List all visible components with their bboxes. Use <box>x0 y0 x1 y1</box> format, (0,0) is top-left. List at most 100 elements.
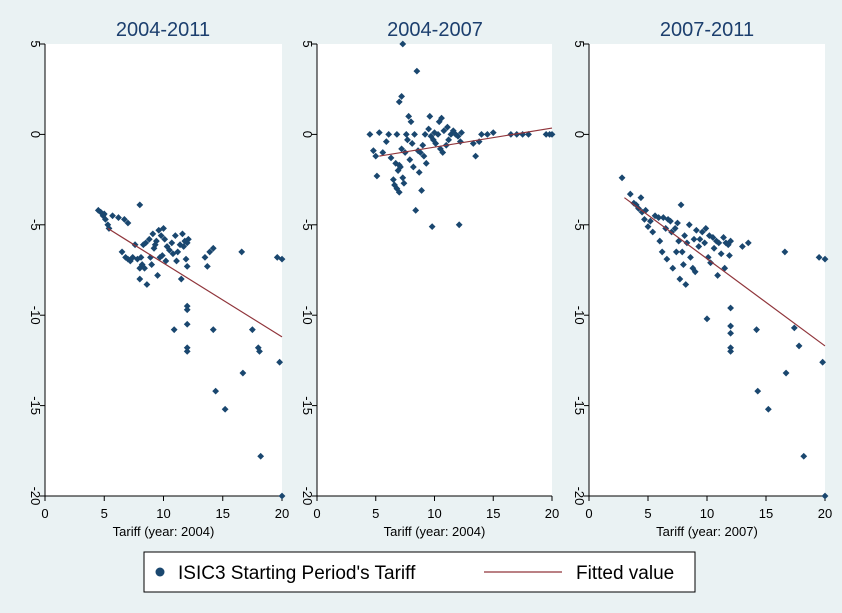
scatter-point <box>687 253 694 261</box>
fitted-line <box>379 127 553 157</box>
scatter-point <box>671 225 679 232</box>
scatter-point <box>239 369 247 377</box>
scatter-point <box>102 215 109 223</box>
scatter-point <box>400 179 408 187</box>
y-tick-label: -20 <box>28 487 43 506</box>
scatter-point <box>674 219 681 227</box>
scatter-point <box>710 244 718 252</box>
scatter-point <box>678 248 686 256</box>
y-tick-label: 0 <box>572 131 587 138</box>
scatter-point <box>698 228 706 236</box>
scatter-point <box>720 234 727 241</box>
scatter-point <box>395 98 403 106</box>
scatter-point <box>248 326 256 334</box>
scatter-point <box>136 201 144 209</box>
scatter-point <box>183 347 191 355</box>
scatter-point <box>276 358 284 366</box>
scatter-point <box>148 261 156 268</box>
y-tick-label: -20 <box>300 487 315 506</box>
scatter-point <box>97 208 105 216</box>
y-tick-label: -20 <box>572 487 587 506</box>
scatter-point <box>122 253 129 261</box>
scatter-point <box>727 347 734 355</box>
scatter-point <box>407 118 415 126</box>
scatter-point <box>118 248 126 256</box>
x-axis-label: Tariff (year: 2007) <box>656 524 758 539</box>
scatter-point <box>138 261 146 268</box>
x-tick-label: 15 <box>486 506 500 521</box>
scatter-point <box>387 154 395 162</box>
scatter-point <box>221 405 229 413</box>
y-tick-label: -5 <box>300 219 315 231</box>
scatter-point <box>166 246 173 254</box>
scatter-point <box>690 235 698 243</box>
y-tick-label: 5 <box>572 40 587 47</box>
scatter-point <box>419 141 427 149</box>
scatter-point <box>727 322 734 330</box>
scatter-point <box>183 320 191 328</box>
scatter-point <box>707 259 714 267</box>
scatter-point <box>655 214 663 221</box>
scatter-point <box>256 347 263 355</box>
scatter-point <box>445 136 452 144</box>
scatter-point <box>136 275 144 283</box>
scatter-point <box>455 221 463 229</box>
scatter-point <box>705 232 713 240</box>
scatter-point <box>161 235 169 243</box>
x-tick-label: 15 <box>759 506 773 521</box>
x-tick-label: 20 <box>545 506 559 521</box>
plot-area <box>317 44 552 496</box>
scatter-point <box>440 127 448 135</box>
scatter-point <box>212 387 220 395</box>
scatter-point <box>696 235 704 243</box>
scatter-point <box>405 112 413 120</box>
scatter-point <box>819 358 827 366</box>
scatter-point <box>238 248 246 256</box>
scatter-point <box>709 234 717 241</box>
scatter-point <box>115 214 122 221</box>
scatter-point <box>177 275 185 283</box>
legend: ISIC3 Starting Period's Tariff Fitted va… <box>143 551 696 593</box>
scatter-point <box>682 281 690 288</box>
scatter-point <box>649 228 657 236</box>
scatter-point <box>676 275 684 283</box>
y-tick-label: -10 <box>28 306 43 325</box>
scatter-point <box>685 221 693 229</box>
scatter-point <box>754 387 762 395</box>
scatter-point <box>478 131 485 138</box>
scatter-point <box>422 159 430 167</box>
scatter-point <box>458 129 465 136</box>
scatter-point <box>408 140 416 147</box>
panel-title: 2004-2011 <box>116 19 210 41</box>
scatter-point <box>402 131 410 138</box>
scatter-point <box>201 253 209 261</box>
y-tick-label: -15 <box>28 396 43 415</box>
x-axis-label: Tariff (year: 2004) <box>384 524 486 539</box>
scatter-point <box>385 131 393 138</box>
scatter-point <box>782 369 790 377</box>
scatter-point <box>428 223 436 231</box>
scatter-point <box>434 131 442 138</box>
y-tick-label: 0 <box>28 131 43 138</box>
scatter-point <box>444 123 451 131</box>
scatter-point <box>397 163 404 171</box>
scatter-point <box>548 131 556 138</box>
scatter-point <box>489 129 497 136</box>
scatter-point <box>399 40 407 48</box>
scatter-point <box>726 252 733 259</box>
scatter-point <box>183 262 191 270</box>
scatter-point <box>426 112 434 120</box>
scatter-point <box>168 239 176 247</box>
scatter-point <box>663 255 671 263</box>
fitted-line <box>624 197 826 347</box>
scatter-point <box>142 239 150 247</box>
y-tick-label: -15 <box>300 396 315 415</box>
scatter-point <box>174 248 182 256</box>
scatter-point <box>105 225 113 232</box>
legend-label-fit: Fitted value <box>576 563 674 584</box>
scatter-point <box>439 149 447 156</box>
x-tick-label: 15 <box>216 506 230 521</box>
x-tick-label: 0 <box>41 506 48 521</box>
